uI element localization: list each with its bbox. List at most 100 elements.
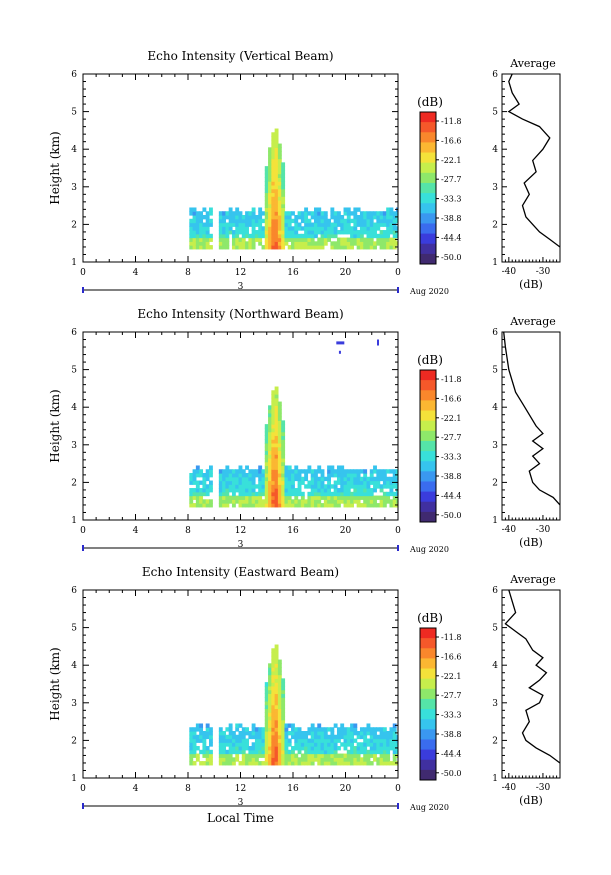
colorbar-tick-label: -27.7 [441, 691, 462, 700]
colorbar-swatch [420, 648, 436, 659]
colorbar-swatch [420, 182, 436, 194]
colorbar-swatch [420, 390, 436, 401]
panel-title: Echo Intensity (Eastward Beam) [142, 565, 339, 579]
x-tick-label: 16 [287, 268, 299, 278]
colorbar-tick-label: -38.8 [441, 730, 462, 739]
profile-y-tick-label: 4 [492, 403, 498, 413]
profile-title: Average [509, 573, 556, 586]
colorbar-tick-label: -11.8 [441, 633, 462, 642]
x-axis-label: Local Time [207, 811, 274, 825]
profile-y-tick-label: 1 [492, 516, 498, 526]
colorbar: (dB) -11.8 -16.6 -22.1 -27.7 -33.3 -38.8 -44.4 -… [417, 353, 462, 523]
colorbar-swatch [420, 759, 436, 771]
colorbar-swatch [420, 223, 436, 234]
colorbar-swatch [420, 253, 436, 265]
colorbar-swatch [420, 370, 436, 381]
profile-y-tick-label: 4 [492, 145, 498, 155]
profile-y-tick-label: 6 [492, 70, 498, 80]
colorbar-swatch [420, 122, 436, 133]
colorbar-swatch [420, 668, 436, 680]
colorbar-swatch [420, 739, 436, 750]
y-tick-label: 6 [71, 328, 77, 338]
date-month-label: Aug 2020 [409, 803, 449, 812]
colorbar-swatch [420, 203, 436, 214]
colorbar: (dB) -11.8 -16.6 -22.1 -27.7 -33.3 -38.8 -44.4 -… [417, 611, 462, 781]
colorbar-tick-label: -22.1 [441, 672, 462, 681]
panel-2: Echo Intensity (Northward Beam)123456Hei… [48, 307, 561, 554]
profile-y-tick-label: 1 [492, 774, 498, 784]
colorbar-swatch [420, 491, 436, 503]
profile-x-label: (dB) [519, 278, 543, 291]
date-day-label: 3 [238, 282, 244, 292]
x-tick-label: 0 [395, 526, 401, 536]
profile-y-tick-label: 2 [492, 220, 498, 230]
colorbar-tick-label: -50.0 [441, 769, 462, 778]
profile-line [507, 74, 560, 248]
profile-x-tick-label: -40 [502, 525, 517, 535]
y-tick-label: 1 [71, 516, 77, 526]
profile-y-tick-label: 5 [492, 624, 498, 634]
panel-title: Echo Intensity (Vertical Beam) [147, 49, 333, 63]
date-day-label: 3 [238, 798, 244, 808]
colorbar-swatch [420, 481, 436, 492]
profile-x-tick-label: -30 [536, 783, 551, 793]
colorbar-tick-label: -33.3 [441, 453, 462, 462]
y-tick-label: 4 [71, 403, 77, 413]
colorbar: (dB) -11.8 -16.6 -22.1 -27.7 -33.3 -38.8 -44.4 -… [417, 95, 462, 265]
colorbar-tick-label: -33.3 [441, 711, 462, 720]
average-profile: Average 1 2 3 4 5 6 -40 -30(dB) [492, 315, 561, 549]
heatmap-cells [189, 339, 398, 508]
colorbar-swatch [420, 628, 436, 639]
date-month-label: Aug 2020 [409, 545, 449, 554]
average-profile: Average 1 2 3 4 5 6 -40 -30(dB) [492, 573, 561, 807]
colorbar-swatch [420, 461, 436, 472]
x-tick-label: 4 [133, 526, 139, 536]
colorbar-tick-label: -33.3 [441, 195, 462, 204]
y-tick-label: 5 [71, 624, 77, 634]
colorbar-tick-label: -22.1 [441, 156, 462, 165]
colorbar-swatch [420, 410, 436, 422]
colorbar-tick-label: -44.4 [441, 749, 462, 758]
profile-line [504, 590, 560, 764]
panel-3: Echo Intensity (Eastward Beam)123456Heig… [48, 565, 561, 825]
colorbar-tick-label: -50.0 [441, 253, 462, 262]
y-tick-label: 3 [71, 441, 77, 451]
colorbar-swatch [420, 678, 436, 690]
profile-line [503, 332, 560, 506]
colorbar-tick-label: -22.1 [441, 414, 462, 423]
colorbar-tick-label: -11.8 [441, 117, 462, 126]
x-tick-label: 8 [185, 526, 191, 536]
x-tick-label: 12 [235, 268, 246, 278]
colorbar-swatch [420, 769, 436, 781]
x-tick-label: 8 [185, 268, 191, 278]
colorbar-swatch [420, 193, 436, 204]
x-tick-label: 16 [287, 784, 299, 794]
heatmap-cells [189, 644, 398, 766]
colorbar-swatch [420, 430, 436, 442]
profile-y-tick-label: 3 [492, 441, 498, 451]
y-tick-label: 6 [71, 586, 77, 596]
colorbar-swatch [420, 501, 436, 513]
profile-y-tick-label: 6 [492, 328, 498, 338]
profile-frame [501, 589, 561, 779]
profile-y-tick-label: 5 [492, 108, 498, 118]
x-tick-label: 16 [287, 526, 299, 536]
colorbar-swatch [420, 440, 436, 452]
x-tick-label: 0 [395, 268, 401, 278]
colorbar-swatch [420, 213, 436, 224]
profile-x-tick-label: -30 [536, 525, 551, 535]
y-tick-label: 5 [71, 108, 77, 118]
y-tick-label: 3 [71, 183, 77, 193]
profile-frame [501, 73, 561, 263]
profile-y-tick-label: 1 [492, 258, 498, 268]
colorbar-swatch [420, 729, 436, 740]
colorbar-swatch [420, 400, 436, 411]
profile-x-label: (dB) [519, 536, 543, 549]
colorbar-tick-label: -11.8 [441, 375, 462, 384]
y-tick-label: 4 [71, 145, 77, 155]
y-tick-label: 5 [71, 366, 77, 376]
y-axis-label: Height (km) [48, 647, 62, 720]
profile-y-tick-label: 4 [492, 661, 498, 671]
colorbar-swatch [420, 162, 436, 174]
